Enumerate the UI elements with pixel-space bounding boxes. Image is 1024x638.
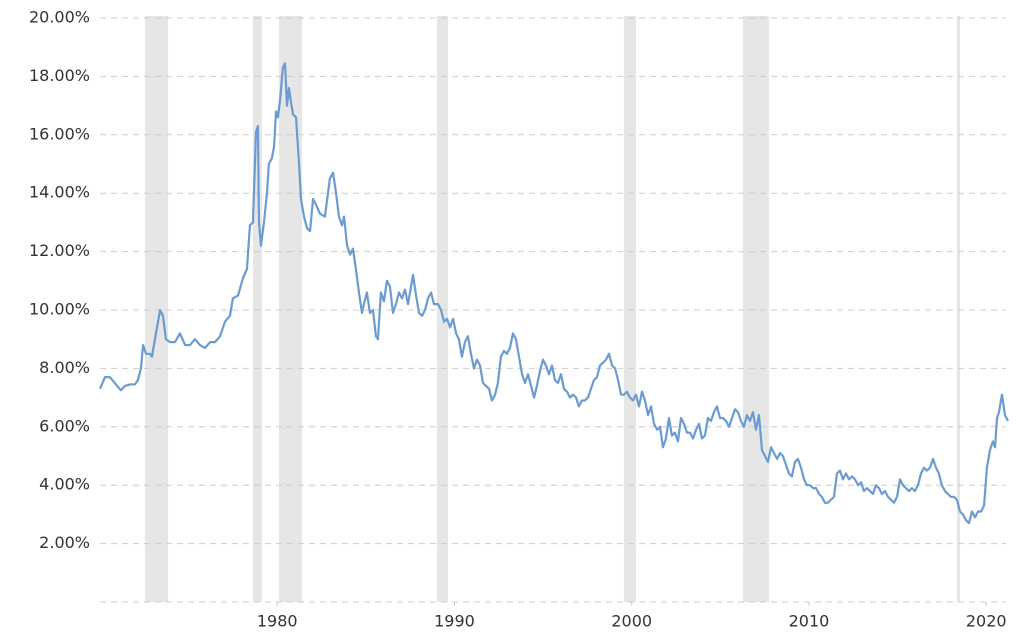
y-tick-label: 2.00%	[39, 533, 90, 552]
y-tick-label: 6.00%	[39, 416, 90, 435]
y-tick-label: 12.00%	[29, 241, 90, 260]
shaded-region	[956, 16, 960, 602]
y-tick-label: 14.00%	[29, 183, 90, 202]
shaded-region	[623, 16, 636, 602]
y-tick-label: 18.00%	[29, 66, 90, 85]
x-tick-label: 1980	[257, 612, 298, 631]
shaded-region	[436, 16, 448, 602]
data-line	[98, 62, 1009, 525]
shaded-region	[743, 16, 769, 602]
x-tick-label: 1990	[434, 612, 475, 631]
y-tick-label: 8.00%	[39, 358, 90, 377]
x-tick-label: 2010	[789, 612, 830, 631]
y-tick-label: 16.00%	[29, 124, 90, 143]
x-tick-label: 2020	[966, 612, 1007, 631]
y-tick-label: 20.00%	[29, 8, 90, 27]
y-tick-label: 10.00%	[29, 300, 90, 319]
shaded-region	[252, 16, 262, 602]
y-tick-label: 4.00%	[39, 475, 90, 494]
shaded-region	[279, 16, 303, 602]
shaded-region	[145, 16, 169, 602]
x-tick-label: 2000	[611, 612, 652, 631]
